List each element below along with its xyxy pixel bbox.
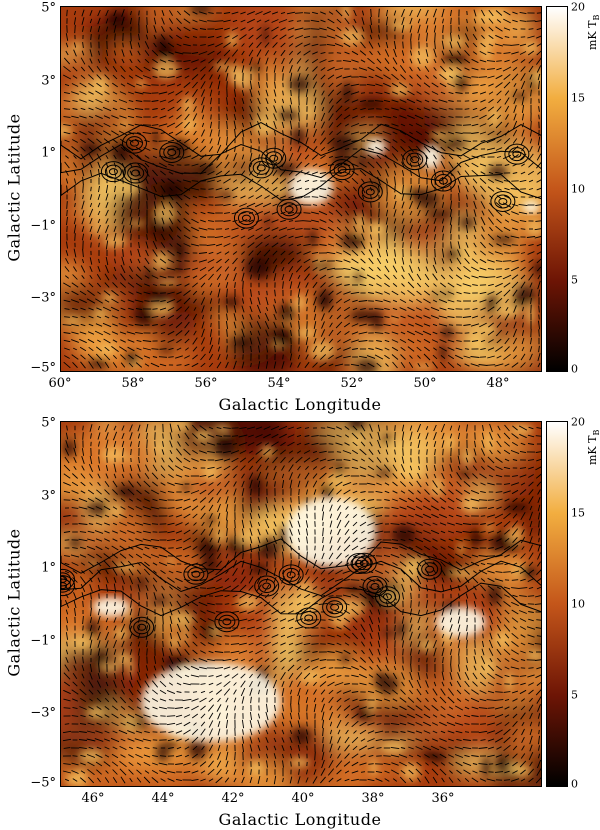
colorbar-tick: 15	[571, 506, 585, 520]
y-tick-label: −1°	[30, 633, 56, 649]
bottom-colorbar	[546, 421, 568, 787]
top-map-panel: 60° 58° 56° 54° 52° 50° 48° 5° 3° 1° −1°…	[4, 0, 600, 415]
colorbar-tick: 20	[571, 0, 585, 14]
bottom-map-image	[61, 422, 541, 786]
y-tick-label: 3°	[41, 488, 56, 504]
x-tick-label: 42°	[221, 791, 245, 806]
bottom-intensity-map	[60, 421, 542, 787]
x-tick-label: 54°	[267, 376, 291, 391]
x-tick-label: 36°	[431, 791, 455, 806]
y-axis-title: Galactic Latitude	[4, 113, 24, 262]
x-tick-label: 52°	[340, 376, 364, 391]
x-tick-label: 56°	[194, 376, 218, 391]
colorbar-unit: mK TB	[586, 15, 600, 50]
x-axis-title: Galactic Longitude	[218, 810, 382, 829]
colorbar-tick: 5	[571, 688, 578, 702]
colorbar-tick: 10	[571, 597, 585, 611]
colorbar-tick: 10	[571, 182, 585, 196]
y-tick-label: 3°	[41, 73, 56, 89]
colorbar-tick: 20	[571, 415, 585, 429]
colorbar-tick: 0	[571, 362, 578, 376]
y-tick-label: −3°	[30, 705, 56, 721]
y-axis-title: Galactic Latitude	[4, 528, 24, 677]
x-tick-label: 44°	[151, 791, 175, 806]
y-tick-label: −3°	[30, 290, 56, 306]
y-tick-label: 5°	[41, 0, 56, 16]
top-intensity-map	[60, 6, 542, 372]
colorbar-tick: 0	[571, 777, 578, 791]
colorbar-unit: mK TB	[586, 430, 600, 465]
y-tick-label: −5°	[30, 775, 56, 791]
top-colorbar	[546, 6, 568, 372]
x-axis-title: Galactic Longitude	[218, 395, 382, 414]
y-tick-label: 1°	[41, 560, 56, 576]
colorbar-tick: 15	[571, 91, 585, 105]
colorbar-tick: 5	[571, 273, 578, 287]
bottom-map-panel: 46° 44° 42° 40° 38° 36° 5° 3° 1° −1° −3°…	[0, 415, 600, 830]
y-tick-label: −1°	[30, 218, 56, 234]
y-tick-label: 5°	[41, 415, 56, 431]
x-tick-label: 50°	[413, 376, 437, 391]
y-tick-label: −5°	[30, 360, 56, 376]
top-map-image	[61, 7, 541, 371]
x-tick-label: 58°	[121, 376, 145, 391]
x-tick-label: 40°	[291, 791, 315, 806]
x-tick-label: 46°	[81, 791, 105, 806]
x-tick-label: 38°	[361, 791, 385, 806]
x-tick-label: 60°	[48, 376, 72, 391]
y-tick-label: 1°	[41, 145, 56, 161]
x-tick-label: 48°	[486, 376, 510, 391]
